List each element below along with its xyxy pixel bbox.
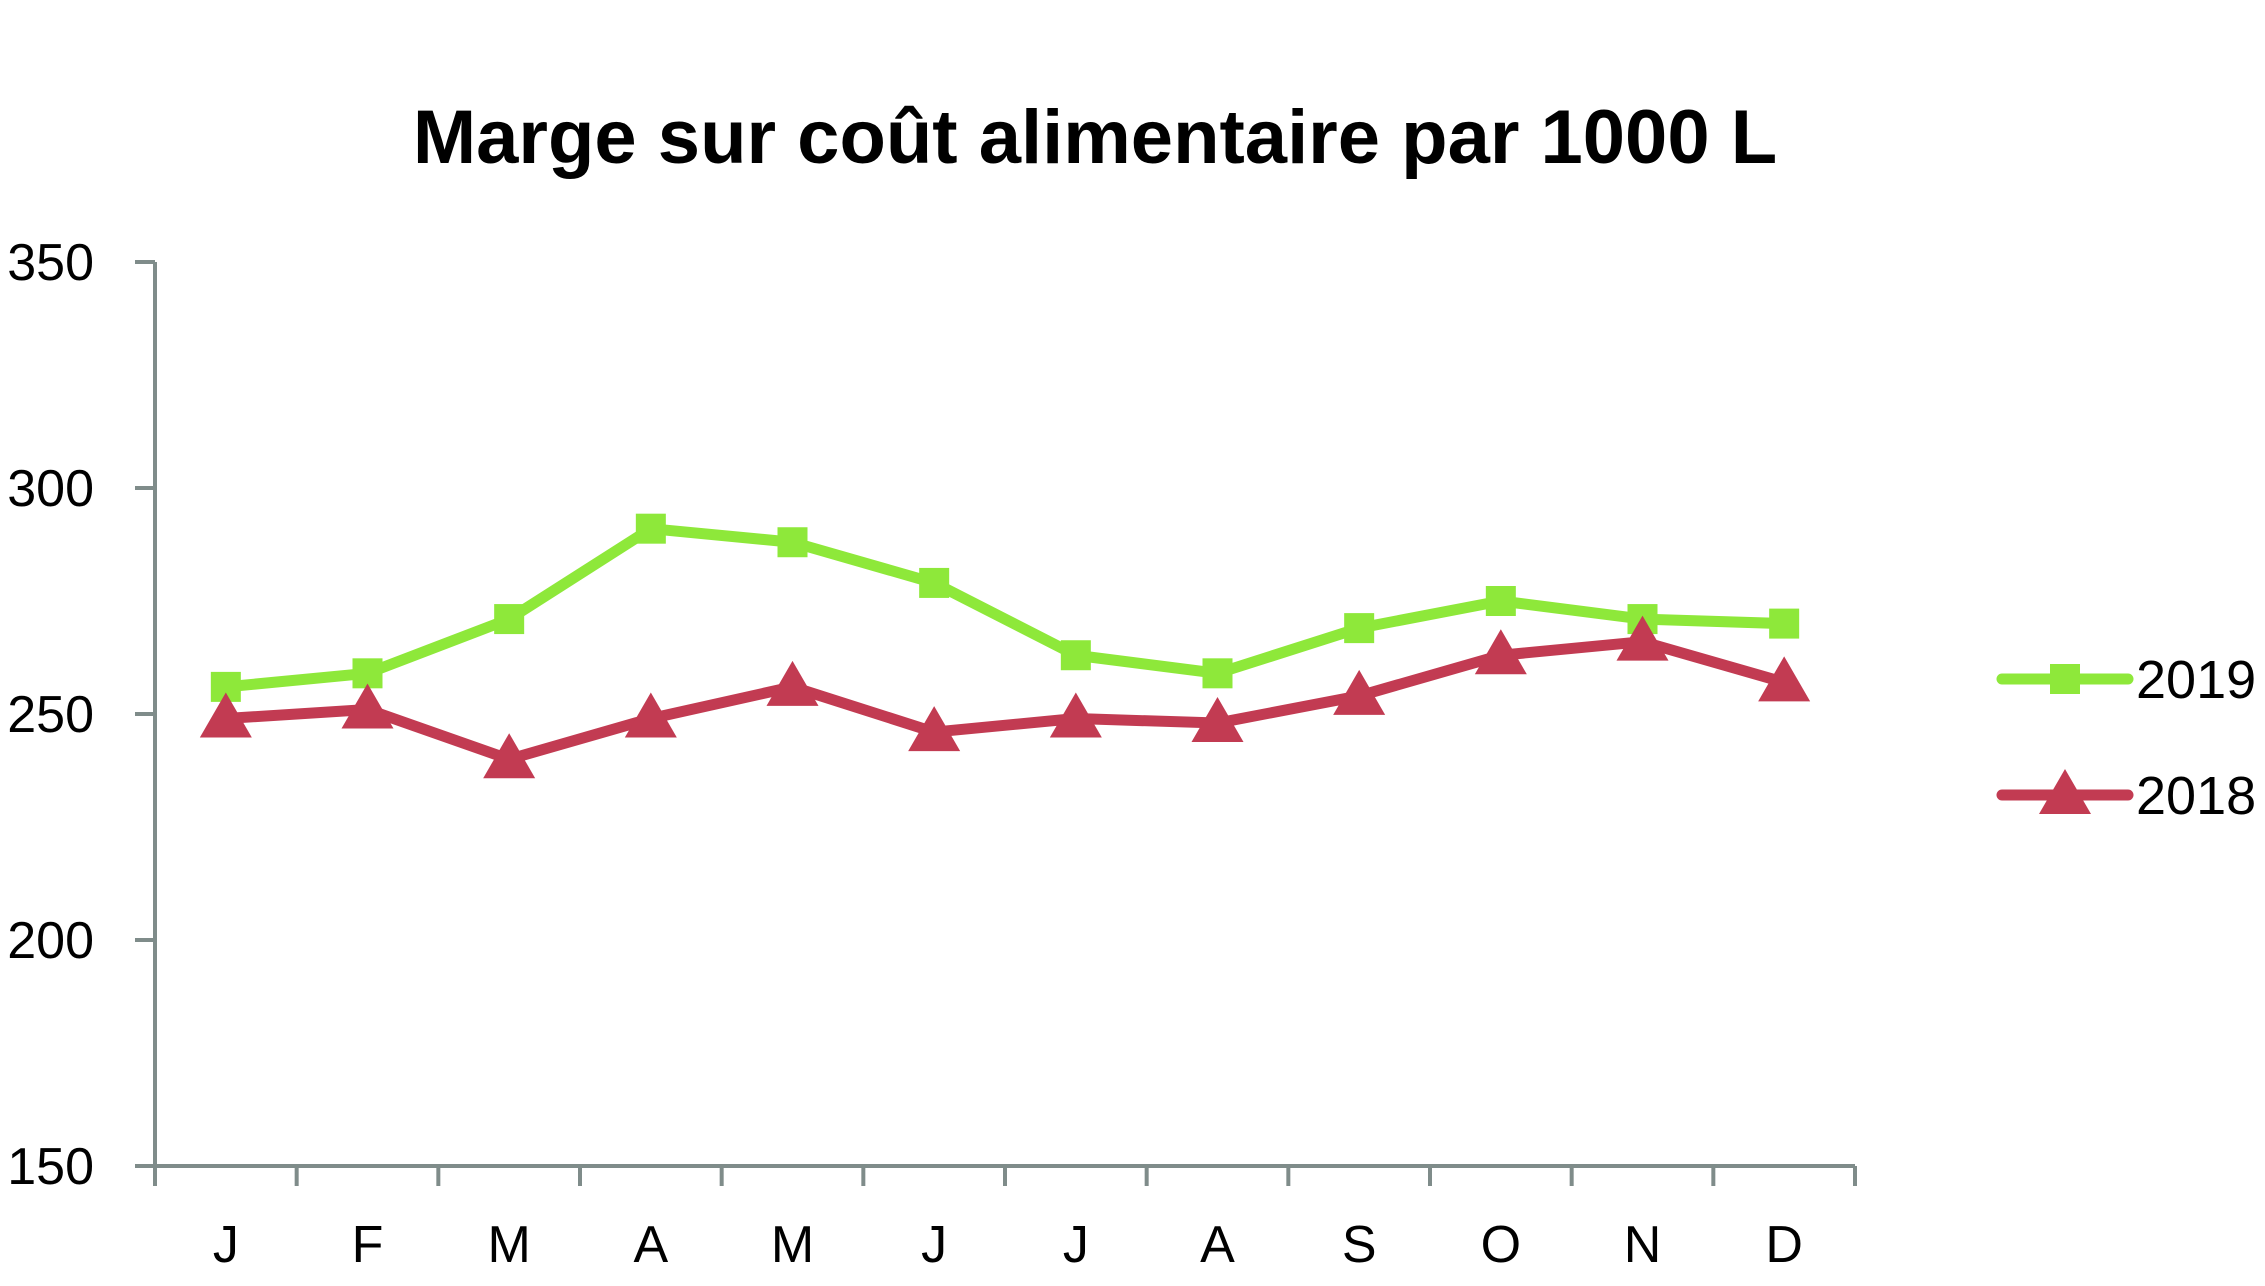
data-point-2019: [919, 567, 950, 598]
x-tick-label: J: [1063, 1216, 1089, 1274]
data-point-2018: [1474, 629, 1527, 675]
data-point-2018: [199, 692, 252, 738]
x-tick-label: J: [921, 1216, 947, 1274]
y-axis: 150 200 250 300 350: [7, 234, 157, 1196]
data-point-2018: [1616, 615, 1669, 661]
data-point-2018: [1758, 656, 1811, 702]
data-point-2019: [494, 604, 525, 635]
legend-marker-square: [2050, 664, 2080, 694]
data-point-2018: [766, 660, 819, 706]
legend: 2019 2018: [1996, 650, 2256, 826]
y-tick-label: 300: [7, 460, 94, 518]
y-tick-label: 150: [7, 1138, 94, 1196]
data-point-2018: [908, 706, 961, 752]
y-tick-label: 200: [7, 912, 94, 970]
series-2018: [199, 615, 1811, 779]
data-point-2019: [1060, 640, 1091, 671]
series-2019: [210, 513, 1800, 702]
data-point-2018: [624, 692, 677, 738]
data-point-2019: [1344, 613, 1375, 644]
data-point-2019: [1769, 608, 1800, 639]
data-point-2018: [483, 733, 536, 779]
x-tick-label: F: [352, 1216, 384, 1274]
x-tick-label: A: [633, 1216, 668, 1274]
x-tick-label: S: [1342, 1216, 1377, 1274]
x-tick-label: O: [1481, 1216, 1521, 1274]
data-point-2019: [635, 513, 666, 544]
data-point-2018: [1049, 692, 1102, 738]
legend-marker-triangle: [2039, 769, 2091, 814]
x-tick-label: A: [1200, 1216, 1235, 1274]
series-line-2018: [220, 636, 1790, 765]
series-layer: [199, 513, 1811, 779]
series-line-2019: [220, 523, 1790, 693]
data-point-2018: [341, 683, 394, 729]
legend-label: 2019: [2136, 650, 2256, 710]
y-tick-label: 350: [7, 234, 94, 292]
x-tick-label: J: [213, 1216, 239, 1274]
legend-item-2018: 2018: [1996, 766, 2256, 826]
x-tick-label: M: [771, 1216, 814, 1274]
legend-item-2019: 2019: [1996, 650, 2256, 710]
data-point-2019: [1485, 586, 1516, 616]
legend-label: 2018: [2136, 766, 2256, 826]
data-point-2019: [777, 527, 808, 558]
data-point-2018: [1333, 669, 1386, 715]
data-point-2018: [1191, 697, 1244, 743]
data-point-2019: [352, 658, 383, 689]
y-tick-label: 250: [7, 686, 94, 744]
data-point-2019: [1202, 658, 1233, 689]
x-tick-label: N: [1624, 1216, 1662, 1274]
x-tick-label: M: [488, 1216, 531, 1274]
x-tick-label: D: [1765, 1216, 1803, 1274]
chart-title: Marge sur coût alimentaire par 1000 L: [413, 95, 1777, 180]
